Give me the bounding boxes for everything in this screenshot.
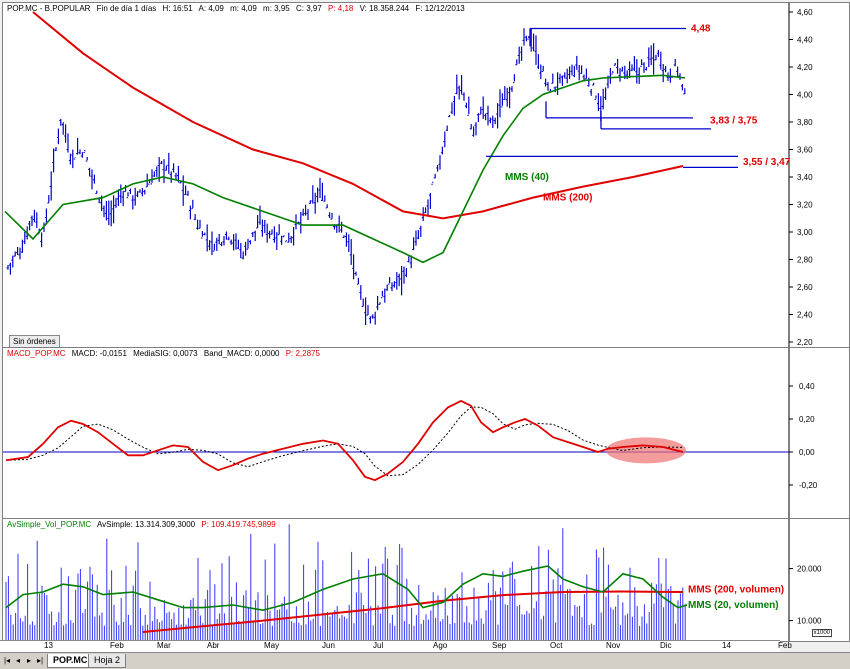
macd-pane[interactable]: MACD_POP.MC MACD: -0,0151 MediaSIG: 0,00… — [2, 347, 850, 519]
date-tick-label: Ago — [433, 641, 448, 650]
mms200-label: MMS (200) — [543, 193, 592, 204]
macd-name: MACD_POP.MC — [7, 349, 66, 358]
header-a: A: 4,09 — [198, 4, 224, 13]
macd-line — [5, 399, 684, 482]
date-tick-label: Jul — [373, 641, 384, 650]
vol-tick-label: 20.000 — [797, 565, 822, 574]
tab-prev-icon[interactable]: ◂ — [15, 656, 20, 665]
vol-value: AvSimple: 13.314.309,3000 — [96, 520, 196, 529]
mms40-label: MMS (40) — [505, 172, 549, 183]
price-tick-label: 3,20 — [797, 201, 813, 210]
macd-tick-label: 0,20 — [799, 415, 815, 424]
price-tick-label: 4,40 — [797, 36, 813, 45]
tab-hoja-2[interactable]: Hoja 2 — [88, 654, 127, 668]
price-tick-label: 3,00 — [797, 228, 813, 237]
header-v: V: 18.358.244 — [359, 4, 410, 13]
header-h: H: 16:51 — [162, 4, 193, 13]
date-tick-label: Abr — [207, 641, 220, 650]
tab-first-icon[interactable]: |◂ — [3, 656, 11, 665]
price-tick-label: 2,60 — [797, 283, 813, 292]
volume-pane[interactable]: AvSimple_Vol_POP.MC AvSimple: 13.314.309… — [2, 518, 850, 642]
price-tick-label: 3,40 — [797, 173, 813, 182]
price-header: POP.MC - B.POPULAR Fin de día 1 días H: … — [7, 4, 469, 13]
date-tick-label: Feb — [110, 641, 124, 650]
resistance-label: 4,48 — [691, 24, 711, 35]
volume-bars — [5, 524, 686, 641]
period-label: Fin de día 1 días — [96, 4, 157, 13]
macd-plot: 0,40 0,20 0,00 -0,20 — [3, 348, 818, 518]
date-tick-label: Oct — [550, 641, 563, 650]
price-tick-label: 4,20 — [797, 63, 813, 72]
header-m2: m: 3,95 — [263, 4, 290, 13]
price-bars — [6, 28, 686, 325]
mms40-line — [4, 74, 686, 264]
support2-label: 3,55 / 3,47 — [743, 157, 791, 168]
tab-pop-mc[interactable]: POP.MC — [47, 654, 94, 668]
signal-line — [5, 406, 684, 477]
vol-mms200-line — [142, 590, 684, 633]
header-p: P: 4,18 — [328, 4, 354, 13]
date-tick-label: Sep — [492, 641, 507, 650]
date-tick-label: Mar — [157, 641, 171, 650]
x1000-label: x1000 — [811, 629, 832, 637]
price-tick-label: 2,80 — [797, 256, 813, 265]
vol-mms200-label: MMS (200, volumen) — [688, 584, 784, 595]
tab-last-icon[interactable]: ▸| — [36, 656, 44, 665]
date-tick-label: May — [264, 641, 280, 650]
vol-name: AvSimple_Vol_POP.MC — [7, 520, 92, 529]
vol-mms20-line — [5, 565, 688, 612]
support1-label: 3,83 / 3,75 — [710, 116, 758, 127]
date-tick-label: 14 — [722, 641, 731, 650]
header-f: F: 12/12/2013 — [415, 4, 465, 13]
header-m: m: 4,09 — [230, 4, 257, 13]
price-plot: 4,60 4,40 4,20 4,00 3,80 3,60 3,40 3,20 3,00 2,80… — [4, 3, 813, 347]
macd-band: Band_MACD: 0,0000 — [203, 349, 280, 358]
date-tick-label: Feb — [778, 641, 792, 650]
price-tick-label: 4,00 — [797, 91, 813, 100]
price-tick-label: 3,80 — [797, 118, 813, 127]
vol-tick-label: 10.000 — [797, 617, 822, 626]
price-chart-pane[interactable]: POP.MC - B.POPULAR Fin de día 1 días H: … — [2, 2, 850, 348]
tab-next-icon[interactable]: ▸ — [26, 656, 31, 665]
price-tick-label: 2,20 — [797, 338, 813, 347]
macd-tick-label: 0,00 — [799, 448, 815, 457]
macd-tick-label: -0,20 — [799, 481, 818, 490]
macd-value: MACD: -0,0151 — [71, 349, 127, 358]
sheet-tabs-bar: |◂ ◂ ▸ ▸| POP.MC Hoja 2 — [0, 652, 850, 669]
macd-highlight — [606, 437, 686, 464]
vol-mms20-label: MMS (20, volumen) — [688, 600, 779, 611]
macd-header: MACD_POP.MC MACD: -0,0151 MediaSIG: 0,00… — [7, 349, 324, 358]
symbol-label: POP.MC - B.POPULAR — [7, 4, 91, 13]
header-c: C: 3,97 — [295, 4, 322, 13]
date-tick-label: Nov — [606, 641, 621, 650]
volume-header: AvSimple_Vol_POP.MC AvSimple: 13.314.309… — [7, 520, 280, 529]
sin-ordenes-button[interactable]: Sin órdenes — [9, 335, 60, 347]
macd-signal: MediaSIG: 0,0073 — [133, 349, 198, 358]
mms200-line — [32, 11, 684, 220]
volume-plot: 20.000 10.000 MMS (200, volumen) MMS (20, v… — [5, 519, 822, 641]
macd-tick-label: 0,40 — [799, 382, 815, 391]
price-tick-label: 3,60 — [797, 146, 813, 155]
date-tick-label: 13 — [44, 641, 53, 650]
date-tick-label: Dic — [660, 641, 672, 650]
date-axis: 13 Feb Mar Abr May Jun Jul Ago Sep Oct Nov Dic 14 Feb — [0, 640, 792, 653]
macd-p: P: 2,2875 — [285, 349, 320, 358]
price-tick-label: 4,60 — [797, 8, 813, 17]
price-tick-label: 2,40 — [797, 311, 813, 320]
vol-p: P: 109.419.745,9899 — [201, 520, 276, 529]
date-tick-label: Jun — [322, 641, 335, 650]
